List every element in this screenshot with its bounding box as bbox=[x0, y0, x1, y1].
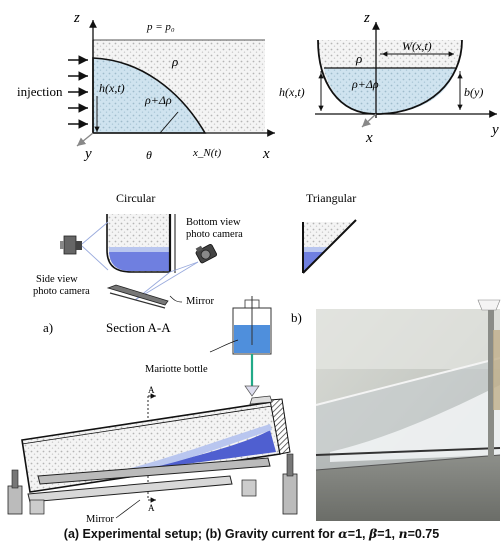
side-view-ray bbox=[81, 221, 109, 245]
mariotte-label: Mariotte bottle bbox=[145, 364, 208, 375]
rho-drho-label: ρ+Δρ bbox=[144, 93, 172, 107]
bed-label: b(y) bbox=[464, 85, 483, 99]
section-mark-bottom: A bbox=[148, 503, 155, 513]
rho-label-section: ρ bbox=[355, 51, 362, 66]
circular-current bbox=[109, 252, 170, 271]
figure-caption: (a) Experimental setup; (b) Gravity curr… bbox=[0, 526, 503, 541]
planar-current-diagram: z p = p₀ injection ρ h(x,t) ρ+Δρ y θ x_N… bbox=[17, 10, 275, 162]
y-label: y bbox=[83, 146, 92, 162]
height-label: h(x,t) bbox=[99, 81, 125, 95]
injection-label: injection bbox=[17, 84, 63, 99]
z-label-section: z bbox=[363, 10, 370, 26]
panel-b-label: b) bbox=[291, 310, 302, 325]
x-axis-section bbox=[361, 113, 377, 128]
angle-line bbox=[159, 111, 179, 134]
caption-text-3: =1, bbox=[377, 527, 399, 541]
section-mark-top: A bbox=[148, 385, 155, 395]
caption-text-1: (a) Experimental setup; (b) Gravity curr… bbox=[63, 527, 339, 541]
injection-arrows bbox=[68, 55, 88, 129]
rho-label: ρ bbox=[171, 54, 178, 69]
lower-mirror-label: Mirror bbox=[86, 514, 114, 525]
rho-drho-label-section: ρ+Δρ bbox=[351, 77, 379, 91]
pressure-label: p = p₀ bbox=[146, 21, 175, 33]
caption-text-2: =1, bbox=[347, 527, 369, 541]
z-label: z bbox=[73, 10, 80, 26]
tank-supports bbox=[7, 453, 298, 515]
channel-cross-section: z ρ W(x,t) h(x,t) ρ+Δρ b(y) x y bbox=[279, 10, 499, 146]
side-camera-icon bbox=[60, 235, 82, 255]
x-label-section: x bbox=[365, 130, 373, 146]
photo-current bbox=[330, 385, 500, 462]
theta-label: θ bbox=[146, 148, 152, 162]
triangular-label: Triangular bbox=[306, 191, 356, 205]
circular-wall bbox=[106, 214, 170, 273]
y-label-section: y bbox=[490, 122, 499, 138]
caption-alpha: α bbox=[338, 526, 348, 541]
dense-current-section bbox=[324, 68, 456, 114]
width-label: W(x,t) bbox=[402, 39, 432, 53]
side-camera-label-2: photo camera bbox=[33, 286, 90, 297]
lower-mirror bbox=[37, 457, 271, 485]
tank-fluid bbox=[22, 402, 280, 492]
triangular-wall-right bbox=[302, 219, 357, 274]
bottom-camera-label-2: photo camera bbox=[186, 229, 243, 240]
upper-mirror bbox=[106, 284, 169, 306]
tank-current bbox=[150, 430, 276, 468]
side-camera-label-1: Side view bbox=[36, 274, 78, 285]
circular-label: Circular bbox=[116, 191, 155, 205]
section-diagram: a) Section A-A Mariotte bottle A A Mirr bbox=[7, 296, 298, 525]
section-title: Section A-A bbox=[106, 320, 171, 335]
bottom-camera-label-1: Bottom view bbox=[186, 217, 241, 228]
mariotte-bottle bbox=[232, 296, 272, 397]
experiment-photo: b) bbox=[291, 299, 501, 521]
upper-mirror-label: Mirror bbox=[186, 296, 214, 307]
y-axis bbox=[76, 132, 94, 147]
caption-n: n bbox=[398, 526, 408, 541]
caption-beta: β bbox=[368, 526, 378, 541]
caption-text-4: =0.75 bbox=[407, 527, 440, 541]
panel-a-label: a) bbox=[43, 320, 53, 335]
height-label-section: h(x,t) bbox=[279, 85, 305, 99]
channel-geometries: Circular Triangular Side view photo came… bbox=[33, 191, 357, 309]
tank-end-wall bbox=[269, 398, 291, 455]
front-position-label: x_N(t) bbox=[192, 147, 221, 159]
x-label: x bbox=[262, 146, 270, 162]
bottom-camera-icon bbox=[195, 244, 217, 264]
